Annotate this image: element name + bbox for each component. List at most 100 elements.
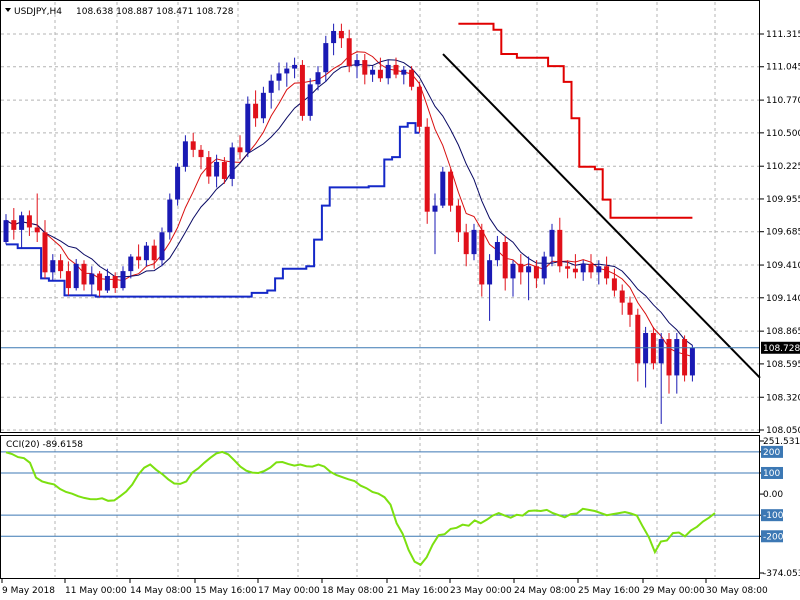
candle[interactable] (416, 81, 422, 133)
candle[interactable] (604, 256, 610, 285)
candle[interactable] (502, 235, 508, 291)
candle[interactable] (97, 271, 103, 297)
candle[interactable] (635, 308, 641, 382)
candle[interactable] (221, 157, 227, 184)
candle[interactable] (19, 211, 25, 249)
candle[interactable] (26, 210, 32, 236)
candle[interactable] (292, 57, 298, 79)
candle[interactable] (112, 272, 118, 293)
candle-body (424, 126, 430, 212)
candle[interactable] (11, 208, 17, 240)
candle[interactable] (143, 242, 149, 267)
trendline[interactable] (442, 53, 761, 379)
candle[interactable] (682, 335, 688, 382)
candle[interactable] (619, 284, 625, 315)
candle[interactable] (190, 132, 196, 158)
candle[interactable] (393, 57, 399, 79)
candle[interactable] (237, 135, 243, 160)
candle[interactable] (260, 86, 266, 124)
candle[interactable] (120, 266, 126, 291)
candle[interactable] (315, 66, 321, 91)
candle-body (385, 64, 391, 79)
candle[interactable] (580, 260, 586, 281)
candle[interactable] (463, 223, 469, 267)
candle[interactable] (3, 214, 9, 245)
candle-body (494, 242, 500, 261)
candle[interactable] (73, 258, 79, 291)
candle[interactable] (432, 193, 438, 255)
candle[interactable] (588, 254, 594, 279)
candle[interactable] (89, 266, 95, 296)
candle-body (159, 232, 165, 261)
candle[interactable] (214, 154, 220, 188)
candle[interactable] (268, 74, 274, 109)
candle[interactable] (479, 223, 485, 297)
candle[interactable] (471, 223, 477, 261)
candle[interactable] (549, 223, 555, 267)
candle[interactable] (182, 135, 188, 172)
candle[interactable] (323, 35, 329, 82)
candle[interactable] (128, 254, 134, 279)
candle[interactable] (557, 217, 563, 273)
candle[interactable] (440, 166, 446, 209)
candle[interactable] (565, 260, 571, 279)
candle[interactable] (245, 96, 251, 158)
candle[interactable] (198, 144, 204, 170)
candle[interactable] (331, 23, 337, 56)
candle[interactable] (42, 220, 48, 279)
candle[interactable] (377, 57, 383, 82)
candle[interactable] (354, 54, 360, 79)
candle[interactable] (81, 260, 87, 291)
candle[interactable] (65, 261, 71, 296)
candle[interactable] (424, 118, 430, 224)
candle[interactable] (58, 254, 64, 279)
candle[interactable] (448, 169, 454, 212)
candle[interactable] (526, 256, 532, 301)
candle[interactable] (666, 332, 672, 394)
candle[interactable] (510, 260, 516, 297)
candle[interactable] (346, 29, 352, 73)
candle-body (448, 171, 454, 206)
cci-tick-label: 0.00 (763, 490, 783, 500)
candle[interactable] (533, 260, 539, 289)
candle[interactable] (167, 193, 173, 240)
candle[interactable] (307, 78, 313, 121)
candle[interactable] (627, 296, 633, 327)
candle[interactable] (518, 254, 524, 285)
candle-body (73, 263, 79, 289)
candle[interactable] (253, 90, 259, 127)
candle[interactable] (50, 254, 56, 281)
candle[interactable] (104, 268, 110, 293)
price-panel[interactable]: 111.315 111.045 110.770 110.500 110.225 109.9… (0, 0, 800, 437)
candle[interactable] (689, 345, 695, 382)
candle[interactable] (206, 151, 212, 184)
candle[interactable] (362, 54, 368, 85)
candle[interactable] (494, 235, 500, 267)
candle[interactable] (487, 254, 493, 321)
candle[interactable] (385, 60, 391, 85)
candle[interactable] (136, 244, 142, 269)
candle[interactable] (611, 268, 617, 297)
candle[interactable] (159, 227, 165, 267)
candle[interactable] (299, 60, 305, 121)
candle[interactable] (229, 142, 235, 187)
candle[interactable] (409, 66, 415, 91)
candle[interactable] (674, 332, 680, 394)
candle[interactable] (572, 254, 578, 279)
candle[interactable] (284, 62, 290, 87)
candle-body (307, 84, 313, 116)
candle[interactable] (34, 193, 40, 243)
candle[interactable] (541, 251, 547, 285)
candle[interactable] (175, 163, 181, 206)
collapse-triangle-icon[interactable] (5, 8, 11, 12)
candle-body (276, 73, 282, 81)
candle[interactable] (370, 66, 376, 82)
candle[interactable] (401, 66, 407, 85)
candle[interactable] (151, 239, 157, 269)
candle[interactable] (276, 62, 282, 91)
candle[interactable] (455, 199, 461, 243)
candle[interactable] (338, 23, 344, 48)
cci-panel[interactable]: 251.5313200 100 0.00 -100 -200 -374.053 CCI(2… (0, 435, 800, 580)
candle[interactable] (596, 260, 602, 285)
